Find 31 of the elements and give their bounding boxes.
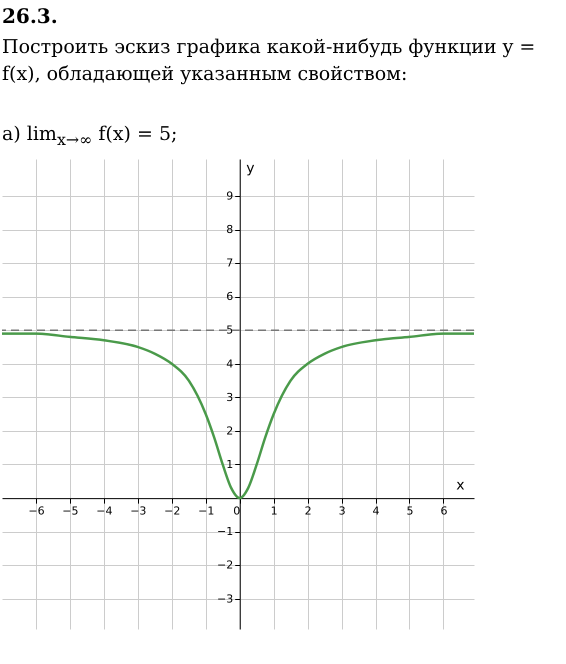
chart-title: 26.3.	[1, 3, 59, 28]
x-tick-label: −2	[164, 504, 180, 518]
x-tick-label: 4	[372, 504, 380, 518]
y-tick-label: 9	[226, 189, 234, 202]
y-tick-label: 8	[226, 222, 234, 236]
text: а) lim$_{x→∞}$ f(x) = 5;	[1, 122, 178, 151]
x-tick-label: −3	[130, 504, 146, 518]
y-tick-label: 3	[226, 390, 234, 404]
x-tick-label: −6	[28, 504, 45, 518]
y-tick-label: 1	[226, 458, 234, 471]
x-tick-label: −5	[62, 504, 79, 518]
y-tick-label: 4	[226, 357, 234, 370]
y-tick-label: −1	[216, 525, 234, 538]
y-axis-title: y	[246, 160, 254, 176]
x-tick-label: −1	[198, 504, 214, 518]
y-tick-label: 6	[226, 290, 234, 304]
y-tick-label: −2	[216, 558, 234, 572]
chart-subtitle: Построить эскиз графика какой-нибудь функции y = f(x), обладающей указанным свойством:	[1, 35, 536, 87]
x-tick-label: 3	[338, 504, 346, 518]
y-tick-label: 7	[226, 256, 234, 270]
x-tick-label: 2	[304, 504, 312, 518]
y-tick-label: −3	[216, 592, 234, 606]
y-tick-label: 2	[226, 424, 234, 438]
x-tick-label: 1	[270, 504, 278, 518]
line-series	[0, 332, 476, 500]
x-tick-label: 5	[406, 504, 414, 518]
x-tick-label: 6	[440, 504, 448, 518]
x-tick-label: −4	[96, 504, 112, 518]
x-axis-title: x	[456, 478, 464, 494]
x-tick-label: 0	[233, 504, 240, 518]
y-tick-label: 5	[226, 324, 234, 337]
